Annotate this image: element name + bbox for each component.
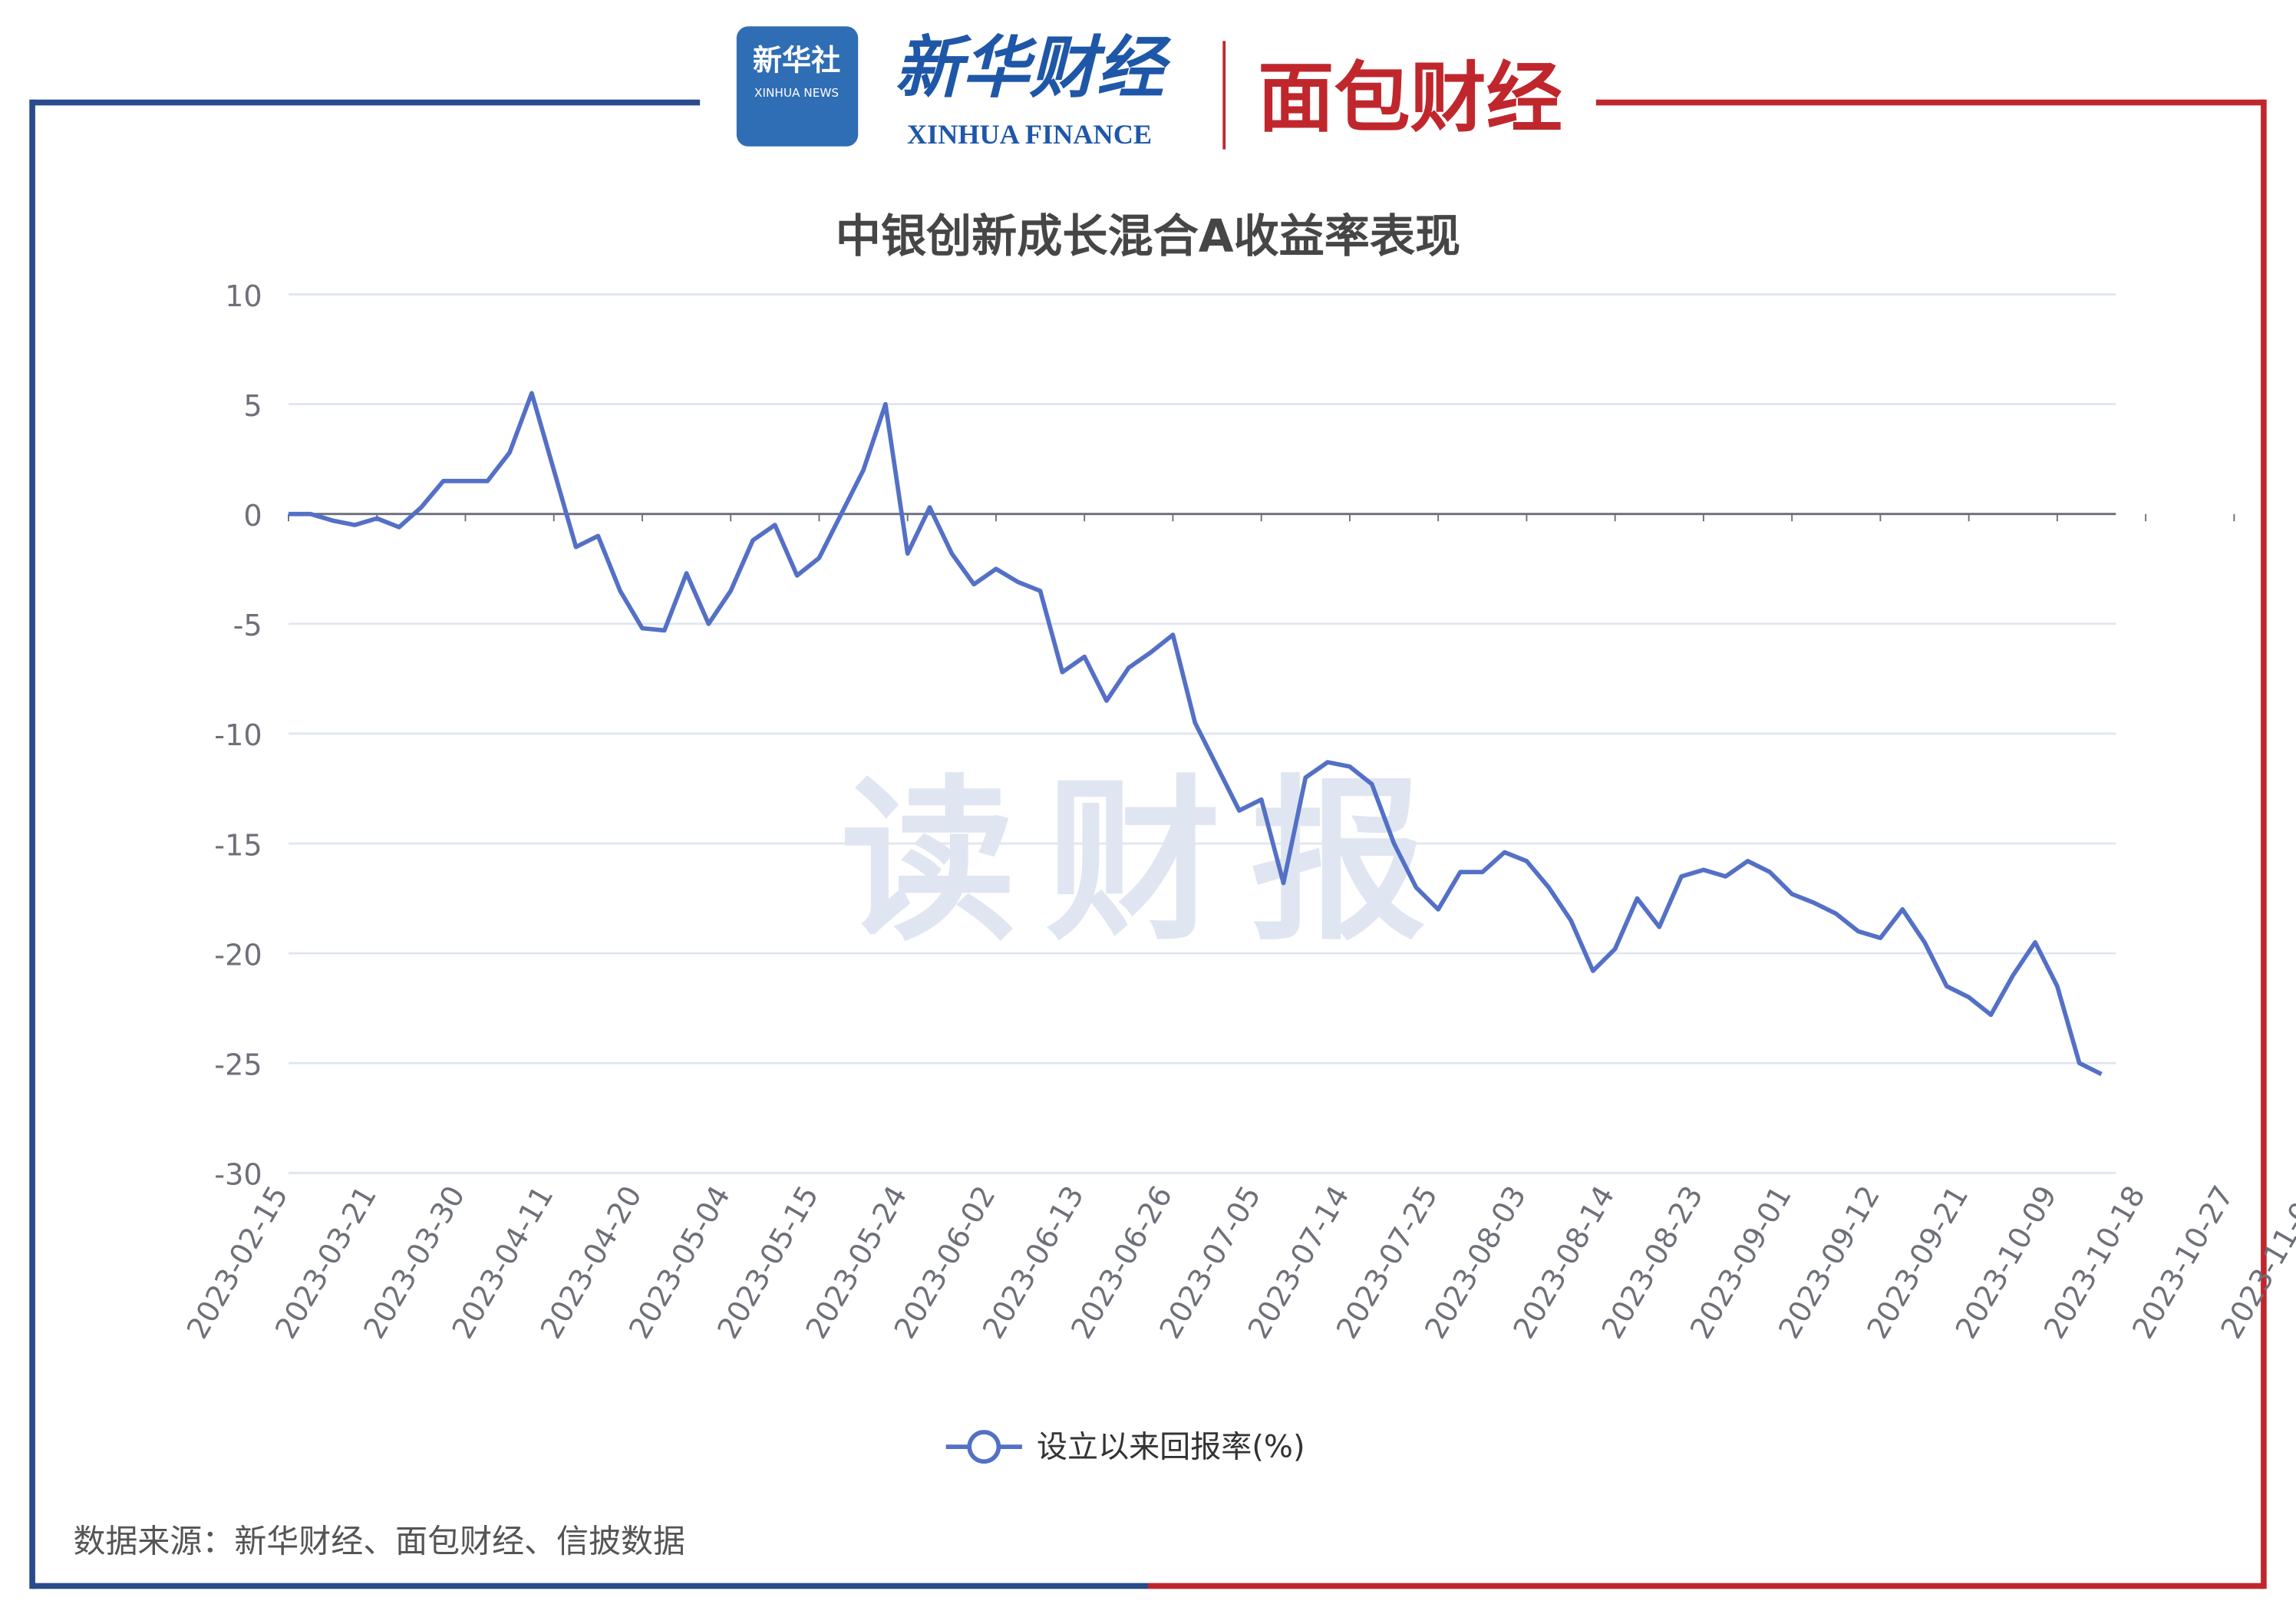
logo-text: XINHUA NEWS [754, 86, 839, 100]
logo-text: XINHUA FINANCE [907, 119, 1152, 150]
y-tick-label: -30 [214, 1158, 262, 1192]
y-tick-label: -5 [233, 609, 262, 642]
legend-marker [967, 1430, 1001, 1464]
chart-title: 中银创新成长混合A收益率表现 [836, 210, 1460, 262]
source: 数据来源：新华财经、面包财经、信披数据 [74, 1523, 685, 1560]
legend-label[interactable]: 设立以来回报率(%) [1037, 1429, 1305, 1464]
y-tick-label: -10 [214, 718, 262, 752]
y-tick-label: 0 [243, 499, 262, 533]
y-tick-label: 5 [243, 389, 262, 423]
y-tick-label: -25 [214, 1048, 262, 1081]
y-tick-label: -15 [214, 828, 262, 862]
logo-box [736, 26, 859, 147]
logo-text: 新华社 [753, 44, 840, 78]
y-tick-label: -20 [214, 938, 262, 972]
y-tick-label: 10 [225, 279, 262, 313]
logo-text: 新华财经 [895, 28, 1172, 107]
logo-text: 面包财经 [1258, 54, 1562, 143]
line [288, 391, 2103, 1077]
watermark: 读财报 [840, 759, 1455, 964]
